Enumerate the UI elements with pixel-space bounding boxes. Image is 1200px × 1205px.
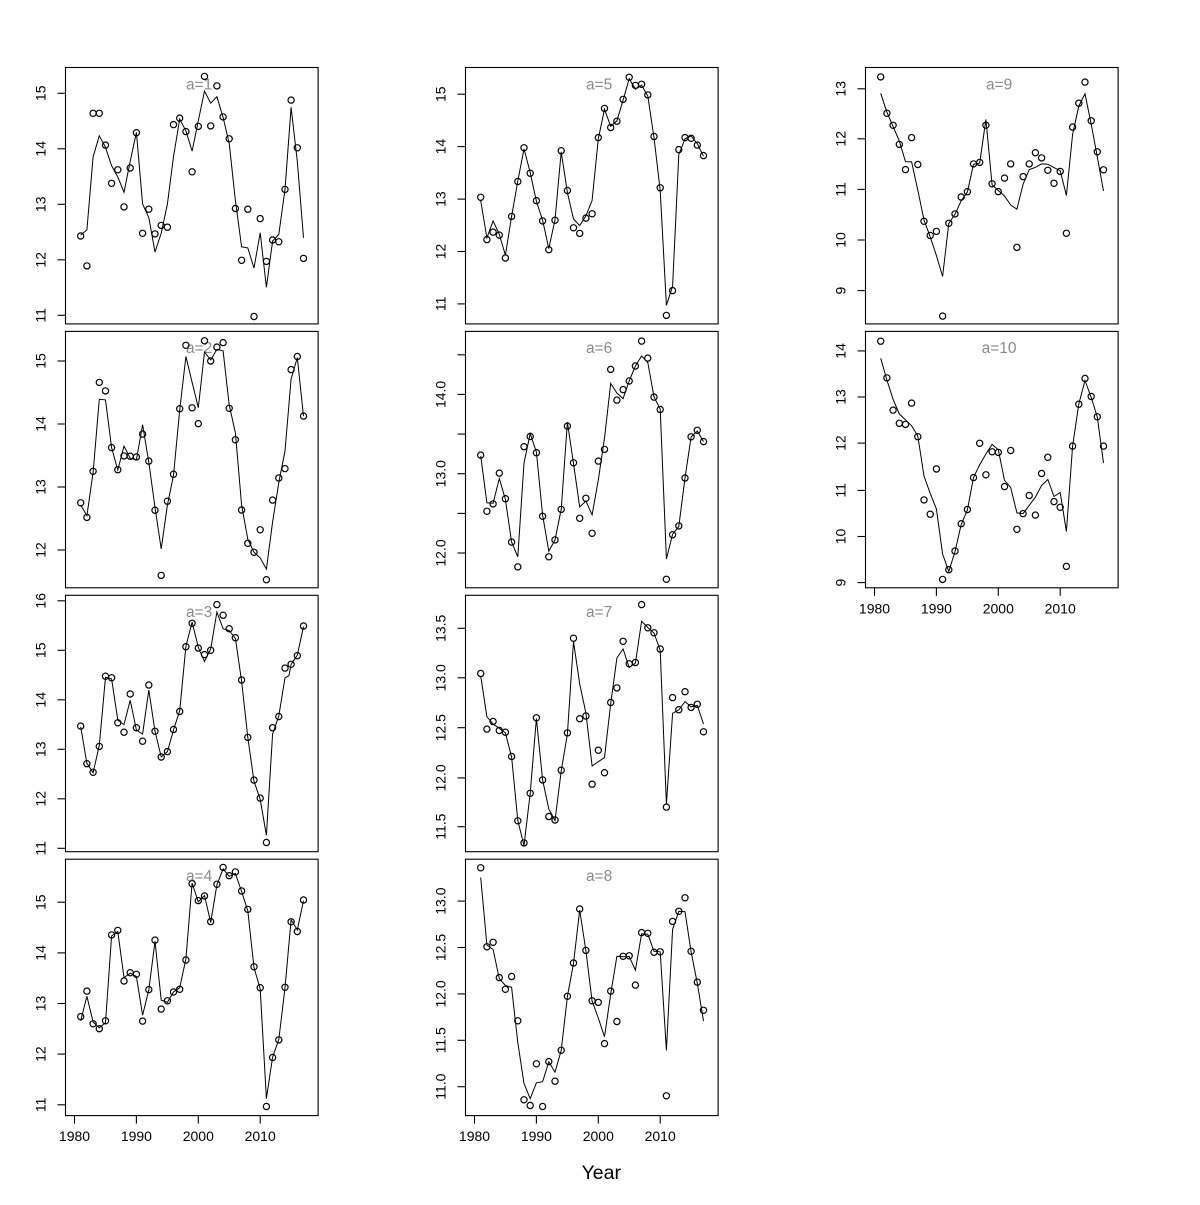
svg-text:13: 13 — [833, 389, 849, 405]
svg-text:13: 13 — [33, 196, 49, 212]
svg-text:9: 9 — [833, 286, 849, 294]
svg-text:12.0: 12.0 — [433, 539, 449, 566]
svg-text:14: 14 — [433, 139, 449, 155]
svg-text:13.0: 13.0 — [433, 460, 449, 487]
svg-text:15: 15 — [33, 85, 49, 101]
svg-text:15: 15 — [433, 86, 449, 102]
svg-text:12: 12 — [433, 244, 449, 260]
svg-text:14.0: 14.0 — [433, 381, 449, 408]
svg-text:1980: 1980 — [459, 1128, 490, 1144]
svg-text:2010: 2010 — [645, 1128, 676, 1144]
svg-text:1990: 1990 — [521, 1128, 552, 1144]
svg-text:13: 13 — [833, 81, 849, 97]
svg-text:1980: 1980 — [859, 600, 890, 616]
svg-text:12.5: 12.5 — [433, 714, 449, 741]
svg-text:11: 11 — [33, 841, 49, 856]
svg-text:a=7: a=7 — [586, 604, 612, 621]
svg-text:13: 13 — [33, 479, 49, 495]
svg-text:12: 12 — [33, 542, 49, 558]
svg-text:13: 13 — [33, 996, 49, 1012]
svg-text:2010: 2010 — [245, 1128, 276, 1144]
svg-text:11: 11 — [433, 296, 449, 311]
svg-text:12.0: 12.0 — [433, 764, 449, 791]
svg-text:14: 14 — [33, 945, 49, 961]
svg-text:Year: Year — [582, 1162, 622, 1184]
svg-text:11: 11 — [833, 182, 849, 197]
svg-text:2000: 2000 — [583, 1128, 614, 1144]
svg-text:9: 9 — [833, 578, 849, 586]
svg-text:13.5: 13.5 — [433, 614, 449, 641]
svg-text:11.0: 11.0 — [433, 1073, 449, 1099]
svg-text:11: 11 — [833, 483, 849, 498]
svg-text:10: 10 — [833, 232, 849, 248]
svg-text:a=3: a=3 — [186, 604, 212, 621]
svg-text:11.5: 11.5 — [433, 1027, 449, 1053]
svg-text:a=1: a=1 — [186, 76, 212, 93]
svg-text:a=6: a=6 — [586, 340, 612, 357]
svg-text:a=5: a=5 — [586, 76, 612, 93]
svg-text:10: 10 — [833, 529, 849, 545]
svg-text:a=2: a=2 — [186, 340, 212, 357]
svg-text:15: 15 — [33, 353, 49, 369]
svg-text:a=10: a=10 — [982, 340, 1017, 357]
svg-text:13: 13 — [33, 741, 49, 757]
svg-text:13: 13 — [433, 191, 449, 207]
svg-text:2000: 2000 — [183, 1128, 214, 1144]
svg-text:15: 15 — [33, 894, 49, 910]
svg-text:1990: 1990 — [121, 1128, 152, 1144]
svg-text:12.0: 12.0 — [433, 980, 449, 1007]
svg-text:1990: 1990 — [921, 600, 952, 616]
svg-text:14: 14 — [33, 141, 49, 157]
svg-text:2010: 2010 — [1045, 600, 1076, 616]
svg-text:12: 12 — [833, 131, 849, 147]
svg-text:15: 15 — [33, 642, 49, 658]
svg-text:a=8: a=8 — [586, 868, 612, 885]
svg-text:11.5: 11.5 — [433, 813, 449, 839]
svg-text:12: 12 — [833, 435, 849, 451]
svg-text:12: 12 — [33, 252, 49, 268]
svg-text:a=9: a=9 — [986, 76, 1012, 93]
svg-text:12.5: 12.5 — [433, 934, 449, 961]
svg-text:11: 11 — [33, 1097, 49, 1112]
svg-text:14: 14 — [33, 416, 49, 432]
svg-text:14: 14 — [33, 692, 49, 708]
svg-text:2000: 2000 — [983, 600, 1014, 616]
svg-text:11: 11 — [33, 308, 49, 323]
svg-text:13.0: 13.0 — [433, 887, 449, 914]
svg-text:1980: 1980 — [59, 1128, 90, 1144]
svg-text:12: 12 — [33, 791, 49, 807]
svg-text:14: 14 — [833, 343, 849, 359]
svg-text:12: 12 — [33, 1046, 49, 1062]
svg-text:16: 16 — [33, 593, 49, 609]
svg-text:13.0: 13.0 — [433, 664, 449, 691]
